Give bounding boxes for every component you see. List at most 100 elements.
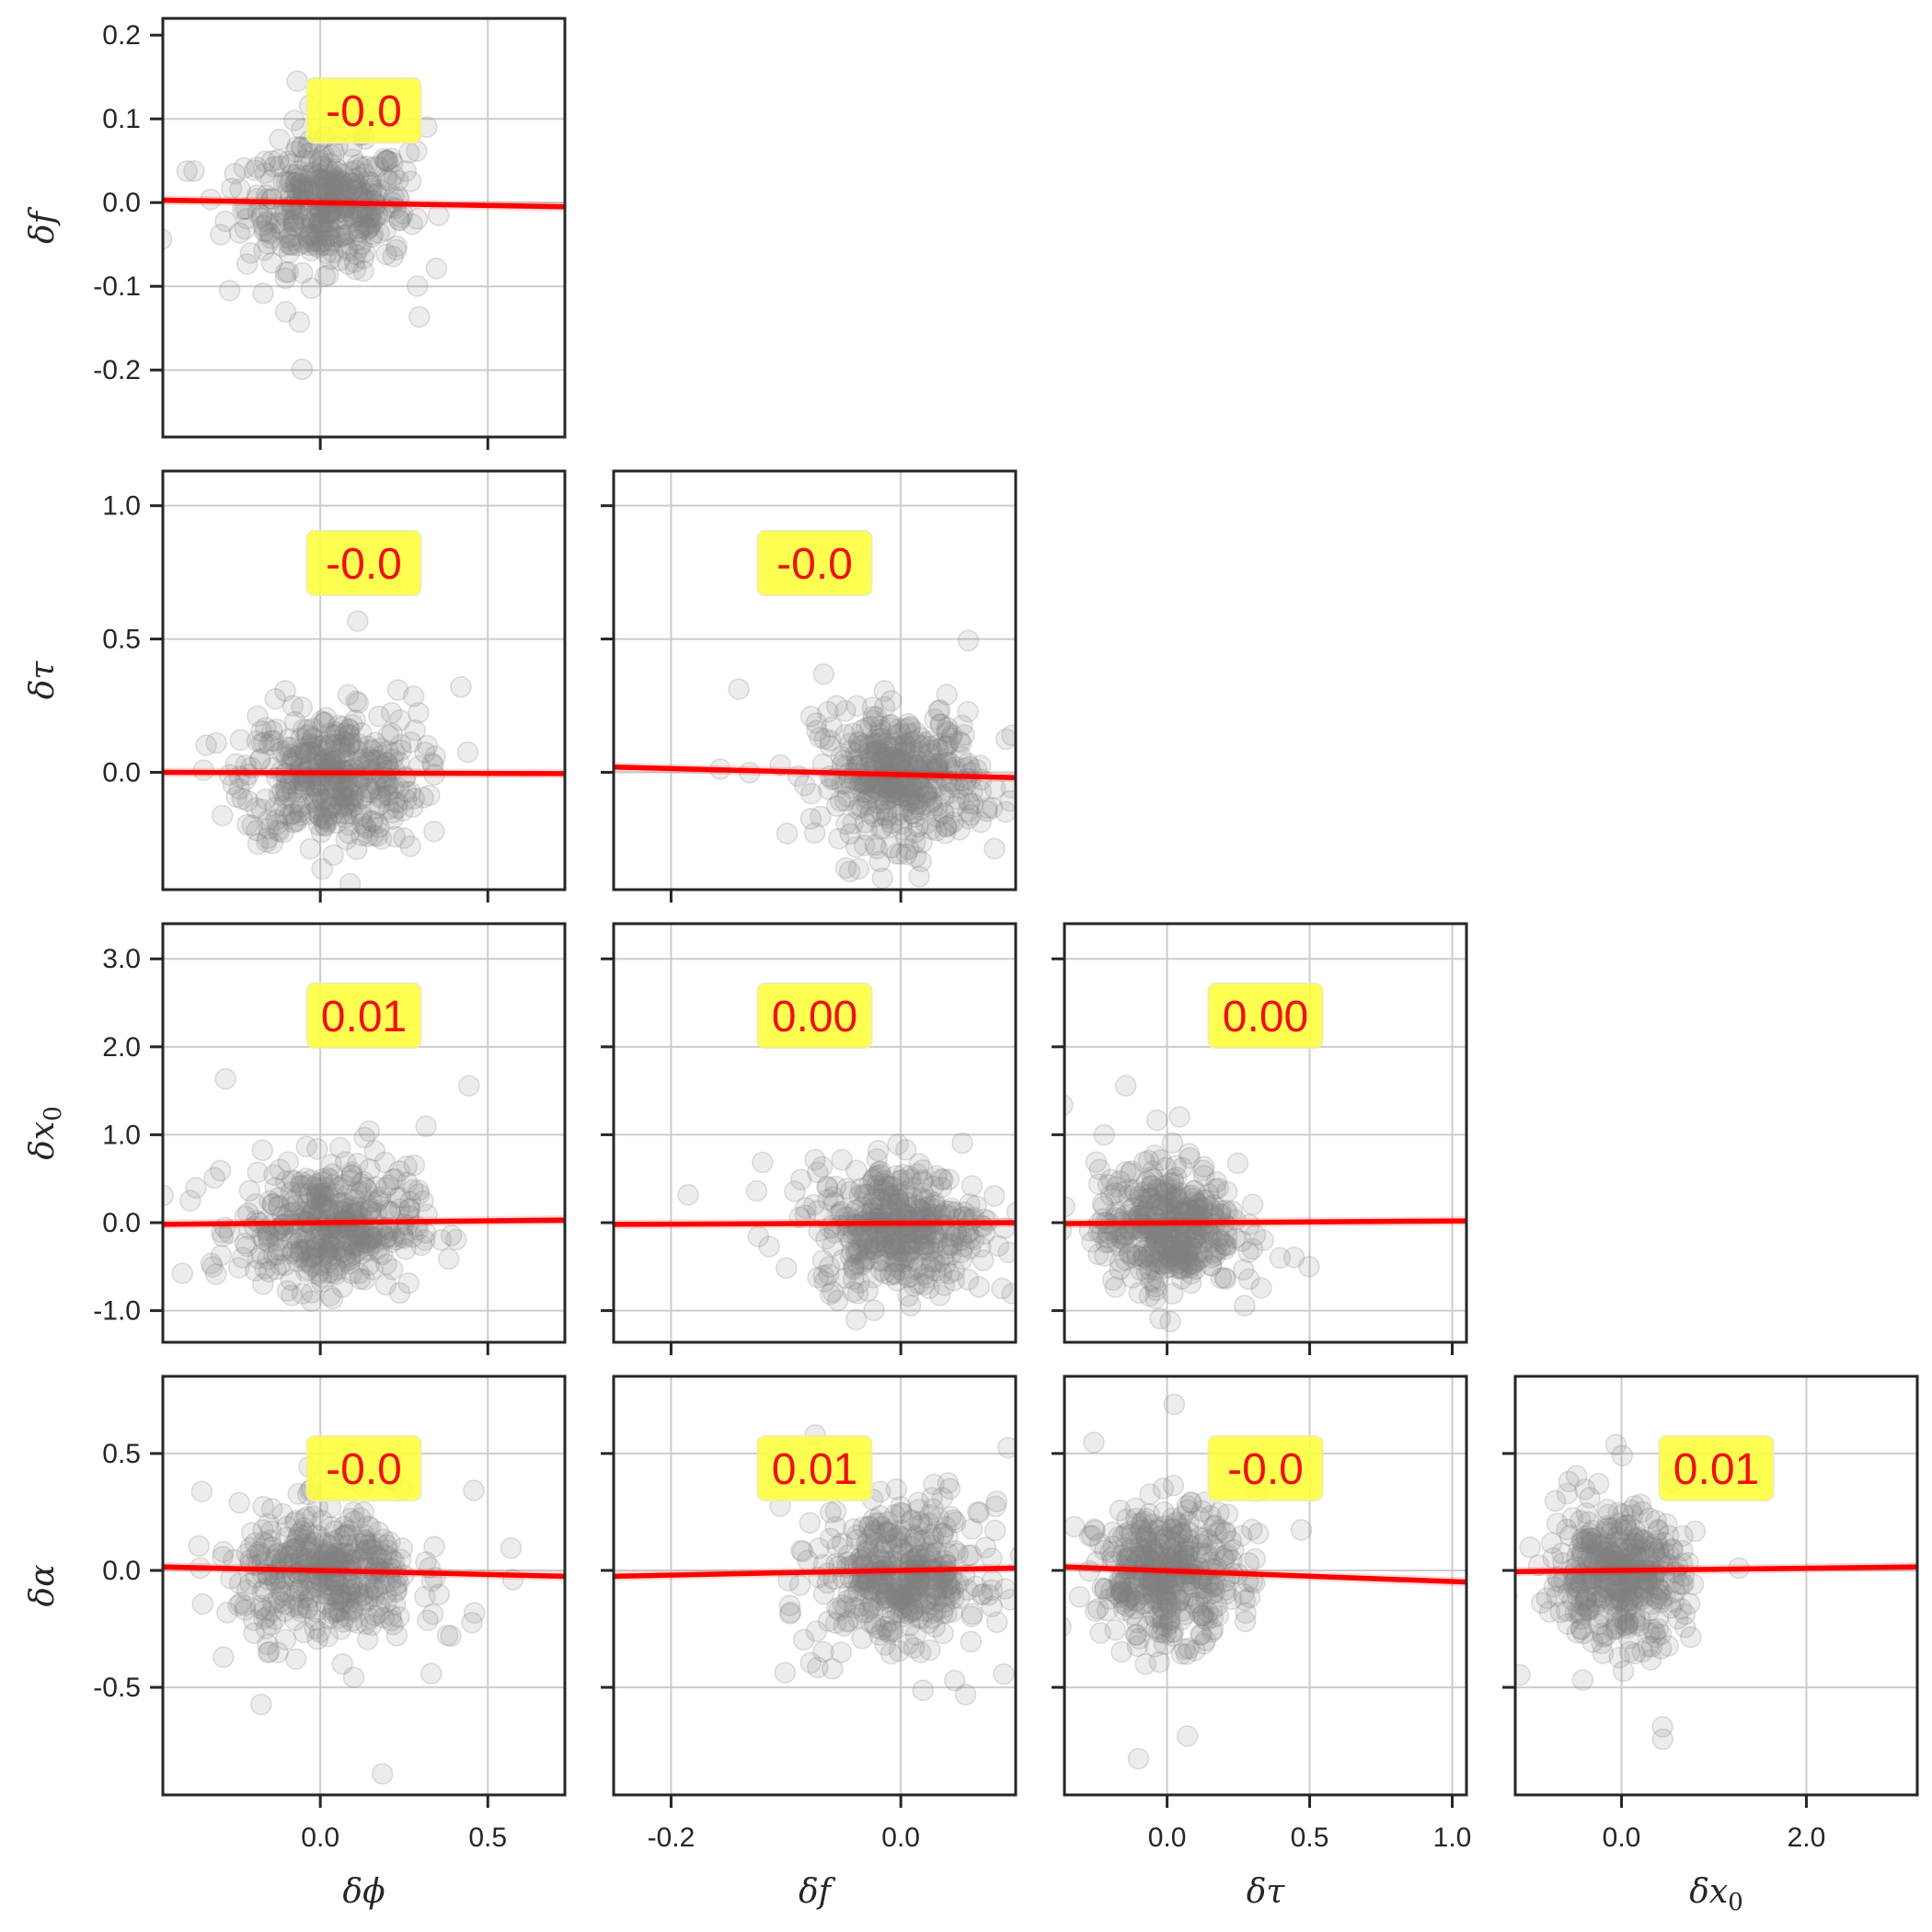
scatter-point [1190,1534,1213,1556]
scatter-point [377,780,399,802]
scatter-point [324,1183,347,1205]
scatter-point [1105,1582,1128,1605]
scatter-point [934,822,957,845]
scatter-point [861,732,883,755]
scatter-point [826,1289,849,1312]
scatter-point [1155,1545,1177,1567]
scatter-point [286,811,308,833]
scatter-point [1150,1595,1172,1617]
scatter-point [1193,1165,1215,1187]
scatter-point [310,1271,333,1294]
scatter-point [332,786,355,808]
scatter-point [807,1200,829,1222]
scatter-point [395,1238,417,1260]
scatter-point [354,1539,377,1562]
scatter-point [1193,1607,1215,1630]
scatter-point [1197,1602,1219,1624]
scatter-point [1168,1514,1191,1537]
scatter-point [335,1544,358,1566]
scatter-point [904,1576,926,1599]
scatter-point [905,1572,927,1594]
scatter-point [1570,1618,1593,1640]
scatter-point [1244,1547,1266,1570]
scatter-point [361,1197,383,1220]
scatter-point [359,174,382,197]
scatter-point [888,1191,911,1214]
scatter-point [350,1172,373,1195]
scatter-point [369,737,392,759]
y-tick-label: 0.0 [102,1556,141,1586]
scatter-point [848,795,870,818]
scatter-point [342,1666,365,1688]
scatter-point [336,1229,358,1251]
scatter-point [281,749,303,771]
scatter-point [788,1574,811,1596]
scatter-point [885,1198,908,1220]
scatter-point [1648,1537,1671,1560]
scatter-point [322,164,344,186]
scatter-point [297,178,320,200]
scatter-point [350,1539,372,1561]
scatter-point [275,1545,297,1567]
scatter-point [1216,1503,1239,1525]
scatter-point [304,1229,327,1251]
scatter-point [1575,1528,1598,1551]
scatter-point [406,275,429,297]
scatter-point [389,709,411,731]
scatter-point [867,792,890,814]
scatter-point [253,1578,276,1600]
scatter-point [957,788,979,811]
scatter-point [880,1534,903,1556]
scatter-point [1191,1604,1213,1627]
scatter-point [270,235,293,258]
scatter-point [312,222,335,244]
scatter-point [367,155,389,178]
scatter-point [331,1652,353,1675]
scatter-point [366,812,388,834]
scatter-point [305,1187,328,1210]
scatter-point [897,1247,919,1269]
scatter-point [1175,1643,1198,1665]
scatter-point [901,1523,923,1546]
scatter-point [903,806,926,828]
scatter-point [378,785,401,807]
scatter-point [1149,1547,1172,1569]
scatter-point [839,822,861,845]
scatter-point [245,1193,267,1215]
scatter-point [884,1582,907,1604]
scatter-point [1188,1526,1210,1548]
scatter-point [302,209,324,232]
scatter-point [1577,1598,1600,1621]
scatter-point [1165,1511,1188,1533]
scatter-point [1116,1508,1138,1531]
scatter-point [356,1232,379,1255]
scatter-point [942,811,964,834]
scatter-point [294,1167,317,1190]
scatter-point [268,212,290,235]
scatter-point [414,742,436,764]
scatter-point [1637,1545,1659,1568]
scatter-point [889,1240,912,1262]
scatter-point [824,1176,847,1198]
scatter-point [1147,1246,1170,1269]
scatter-point [272,170,295,193]
scatter-point [919,735,941,758]
scatter-point [1572,1622,1594,1645]
scatter-point [1650,1638,1673,1660]
scatter-point [1197,1529,1220,1551]
scatter-point [892,1163,914,1186]
scatter-point [1144,1234,1166,1257]
scatter-point [1150,1621,1173,1644]
scatter-point [1601,1593,1623,1616]
scatter-point [880,781,903,803]
scatter-point [957,753,979,775]
scatter-point [1191,1581,1214,1604]
scatter-point [301,1282,323,1304]
scatter-point [353,241,376,263]
scatter-point [280,171,303,193]
scatter-point [282,1588,305,1610]
scatter-point [1126,1635,1149,1658]
scatter-point [339,872,362,890]
scatter-point [1153,1236,1175,1259]
scatter-point [1576,1546,1599,1569]
